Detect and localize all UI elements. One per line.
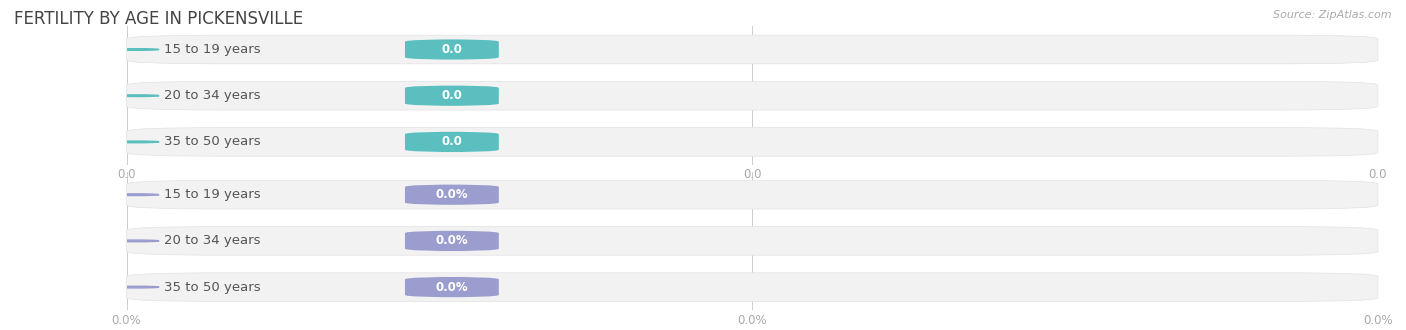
FancyBboxPatch shape xyxy=(127,35,1378,64)
Text: 0.0%: 0.0% xyxy=(436,280,468,294)
Text: 15 to 19 years: 15 to 19 years xyxy=(165,43,260,56)
Text: 0.0: 0.0 xyxy=(441,43,463,56)
Circle shape xyxy=(114,141,159,143)
Text: Source: ZipAtlas.com: Source: ZipAtlas.com xyxy=(1274,10,1392,20)
Circle shape xyxy=(114,194,159,196)
FancyBboxPatch shape xyxy=(127,227,1378,255)
FancyBboxPatch shape xyxy=(405,277,499,297)
Text: 0.0: 0.0 xyxy=(117,168,136,181)
Text: 0.0%: 0.0% xyxy=(436,188,468,201)
Text: 0.0: 0.0 xyxy=(441,135,463,148)
Text: 0.0%: 0.0% xyxy=(737,314,768,326)
Text: 20 to 34 years: 20 to 34 years xyxy=(165,89,260,102)
Text: 0.0%: 0.0% xyxy=(436,234,468,248)
FancyBboxPatch shape xyxy=(405,85,499,106)
Text: 15 to 19 years: 15 to 19 years xyxy=(165,188,260,201)
Text: 0.0: 0.0 xyxy=(742,168,762,181)
FancyBboxPatch shape xyxy=(405,231,499,251)
Text: 0.0%: 0.0% xyxy=(111,314,142,326)
Text: 35 to 50 years: 35 to 50 years xyxy=(165,280,260,294)
FancyBboxPatch shape xyxy=(127,181,1378,209)
Text: FERTILITY BY AGE IN PICKENSVILLE: FERTILITY BY AGE IN PICKENSVILLE xyxy=(14,10,304,28)
Text: 0.0: 0.0 xyxy=(1368,168,1388,181)
FancyBboxPatch shape xyxy=(127,82,1378,110)
Circle shape xyxy=(114,49,159,50)
FancyBboxPatch shape xyxy=(127,128,1378,156)
Circle shape xyxy=(114,240,159,242)
Circle shape xyxy=(114,95,159,97)
Circle shape xyxy=(114,286,159,288)
FancyBboxPatch shape xyxy=(405,39,499,60)
FancyBboxPatch shape xyxy=(405,184,499,205)
Text: 0.0: 0.0 xyxy=(441,89,463,102)
Text: 20 to 34 years: 20 to 34 years xyxy=(165,234,260,248)
FancyBboxPatch shape xyxy=(127,273,1378,301)
FancyBboxPatch shape xyxy=(405,132,499,152)
Text: 35 to 50 years: 35 to 50 years xyxy=(165,135,260,148)
Text: 0.0%: 0.0% xyxy=(1362,314,1393,326)
